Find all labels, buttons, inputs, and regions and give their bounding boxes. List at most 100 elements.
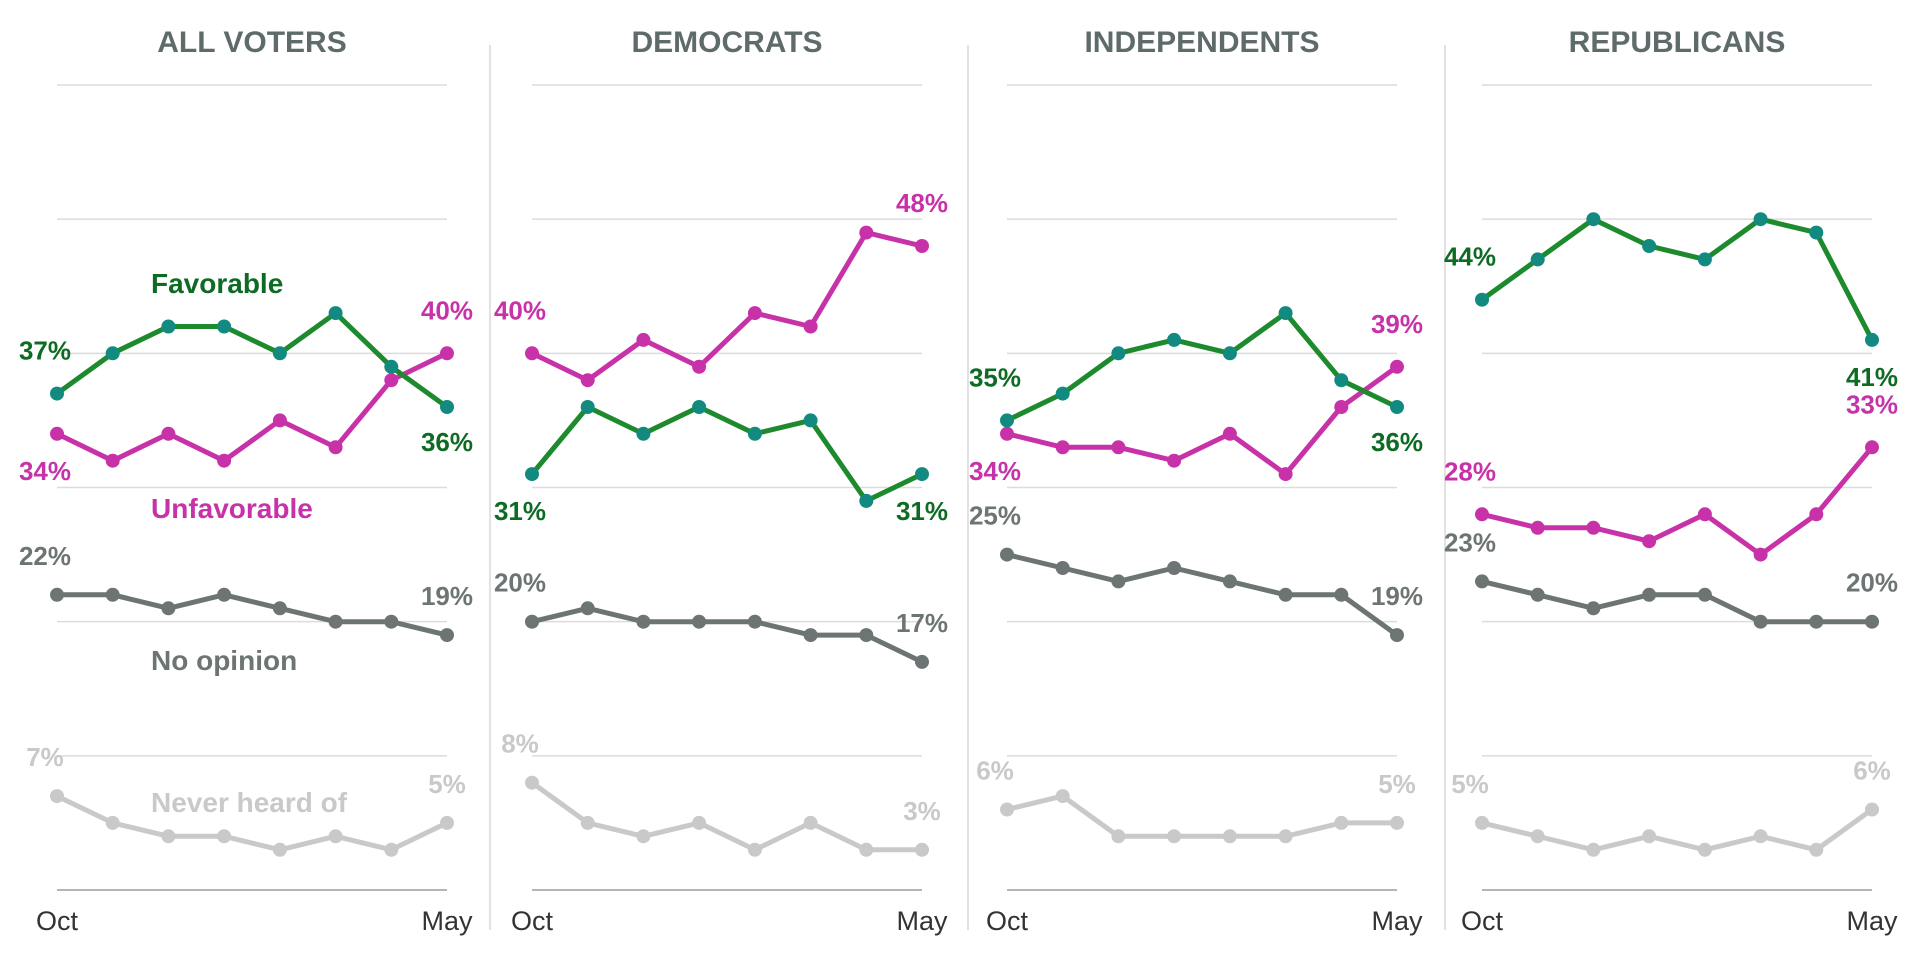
favorable-point (1530, 252, 1545, 267)
no_opinion-point (50, 587, 64, 602)
unfavorable-point (217, 453, 232, 468)
unfavorable-point (859, 225, 874, 240)
unfavorable-point (1530, 520, 1545, 535)
favorable-point (440, 400, 454, 414)
unfavorable-point (1167, 453, 1182, 468)
no_opinion-point (1334, 587, 1349, 602)
favorable-point (1809, 225, 1824, 240)
no_opinion-point (1000, 547, 1014, 562)
unfavorable-point (272, 413, 287, 428)
never_heard-point (1167, 829, 1182, 844)
never_heard-last-value-label: 6% (1853, 756, 1891, 786)
no_opinion-point (915, 654, 929, 669)
no_opinion-point (105, 587, 120, 602)
never_heard-point (1000, 802, 1014, 817)
never_heard-first-value-label: 7% (26, 742, 64, 772)
no_opinion-point (1586, 601, 1601, 616)
never_heard-last-value-label: 3% (903, 796, 941, 826)
unfavorable-line (54, 350, 450, 464)
never_heard-point (1222, 829, 1237, 844)
never_heard-line (1004, 793, 1400, 839)
favorable-first-value-label: 37% (19, 336, 71, 366)
never_heard-point (1642, 829, 1657, 844)
no_opinion-point (1222, 574, 1237, 589)
never_heard-point (803, 815, 818, 830)
unfavorable-last-value-label: 40% (421, 295, 473, 325)
no_opinion-point (1530, 587, 1545, 602)
no_opinion-point (1753, 614, 1768, 629)
no_opinion-point (1865, 614, 1879, 629)
x-tick-label-first: Oct (1461, 906, 1504, 936)
no_opinion-point (384, 614, 399, 629)
unfavorable-point (161, 426, 176, 441)
never_heard-line (1479, 807, 1875, 853)
never_heard-point (1753, 829, 1768, 844)
x-tick-label-last: May (421, 906, 473, 936)
unfavorable-point (1642, 534, 1657, 549)
never_heard-first-value-label: 6% (976, 756, 1014, 786)
favorable-line (54, 310, 450, 410)
unfavorable-last-value-label: 48% (896, 188, 948, 218)
never_heard-point (328, 829, 343, 844)
never_heard-point (50, 789, 64, 804)
unfavorable-first-value-label: 28% (1444, 456, 1496, 486)
favorable-line (529, 404, 925, 504)
no_opinion-point (747, 614, 762, 629)
no_opinion-point (636, 614, 651, 629)
favorable-point (272, 346, 287, 361)
favorable-point (580, 400, 595, 414)
never_heard-line (529, 780, 925, 853)
favorable-last-value-label: 36% (1371, 427, 1423, 457)
panel-2: DEMOCRATS Oct May 8% 3% 20% 17% 40% 48% 31% 31% (494, 26, 948, 936)
panel-1: ALL VOTERS Oct May 7% 5% 22% 19% 34% 40% 37% 36% Fa… (19, 26, 473, 936)
unfavorable-point (1111, 440, 1126, 455)
no_opinion-point (272, 601, 287, 616)
favorable-last-value-label: 41% (1846, 362, 1898, 392)
no_opinion-point (328, 614, 343, 629)
no_opinion-last-value-label: 19% (421, 581, 473, 611)
never_heard-point (440, 815, 454, 830)
unfavorable-line (1004, 364, 1400, 477)
unfavorable-point (1000, 426, 1014, 441)
no_opinion-point (1390, 628, 1404, 643)
no_opinion-point (440, 628, 454, 643)
favorable-point (525, 467, 539, 482)
unfavorable-last-value-label: 33% (1846, 389, 1898, 419)
no_opinion-first-value-label: 22% (19, 541, 71, 571)
favorable-point (328, 306, 343, 321)
unfavorable-point (1278, 467, 1293, 482)
unfavorable-point (1865, 440, 1879, 455)
favorable-first-value-label: 44% (1444, 242, 1496, 272)
no_opinion-first-value-label: 20% (494, 568, 546, 598)
x-tick-label-first: Oct (986, 906, 1029, 936)
favorable-point (1475, 292, 1489, 307)
favorable-point (803, 413, 818, 428)
favorable-point (915, 467, 929, 482)
series-label-favorable: Favorable (151, 268, 283, 299)
unfavorable-point (1222, 426, 1237, 441)
no_opinion-point (1055, 561, 1070, 575)
favorable-last-value-label: 31% (896, 496, 948, 526)
favorable-point (1111, 346, 1126, 361)
favorable-point (692, 400, 707, 414)
no_opinion-last-value-label: 20% (1846, 568, 1898, 598)
favorable-point (859, 493, 874, 508)
never_heard-point (1278, 829, 1293, 844)
no_opinion-line (54, 592, 450, 638)
no_opinion-last-value-label: 17% (896, 608, 948, 638)
favorable-point (1697, 252, 1712, 267)
unfavorable-point (1334, 400, 1349, 414)
never_heard-point (1586, 842, 1601, 857)
series-label-never-heard: Never heard of (151, 787, 348, 818)
favorable-point (1167, 332, 1182, 347)
no_opinion-first-value-label: 25% (969, 501, 1021, 531)
unfavorable-point (1586, 520, 1601, 535)
no_opinion-point (161, 601, 176, 616)
unfavorable-point (1390, 359, 1404, 374)
no_opinion-point (1475, 574, 1489, 589)
favorable-point (105, 346, 120, 361)
favorable-point (1055, 386, 1070, 401)
never_heard-point (747, 842, 762, 857)
unfavorable-point (525, 346, 539, 361)
favorable-point (1390, 400, 1404, 414)
